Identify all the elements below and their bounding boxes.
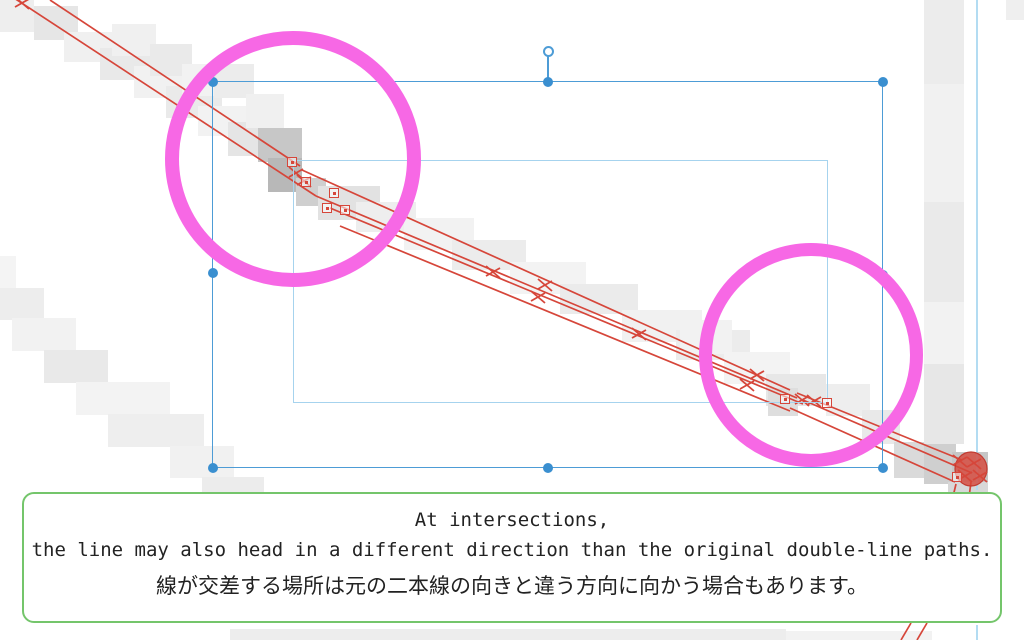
pixel-block bbox=[0, 256, 16, 290]
intersection-x-mark bbox=[485, 267, 501, 277]
pixel-block bbox=[786, 631, 932, 640]
pixel-block bbox=[44, 350, 108, 383]
intersection-x-mark bbox=[966, 458, 982, 468]
rotation-handle-stem bbox=[547, 56, 549, 82]
pixel-block bbox=[924, 0, 964, 84]
pixel-block bbox=[230, 629, 786, 640]
pixel-block bbox=[1006, 0, 1024, 20]
selection-handle[interactable] bbox=[208, 268, 218, 278]
caption-line-en-2: the line may also head in a different di… bbox=[31, 539, 993, 561]
intersection-x-mark bbox=[972, 471, 988, 481]
pixel-block bbox=[894, 442, 928, 478]
pixel-block bbox=[924, 302, 964, 364]
rotation-handle[interactable] bbox=[542, 45, 554, 57]
intersection-x-mark bbox=[530, 292, 546, 302]
pixel-block bbox=[924, 202, 964, 302]
red-path-line[interactable] bbox=[916, 622, 928, 640]
selection-handle[interactable] bbox=[878, 77, 888, 87]
selection-handle[interactable] bbox=[208, 463, 218, 473]
pixel-block bbox=[112, 24, 156, 56]
pixel-block bbox=[924, 84, 964, 202]
intersection-x-mark bbox=[14, 0, 30, 8]
selection-handle[interactable] bbox=[543, 463, 553, 473]
anchor-dot bbox=[955, 475, 959, 479]
selection-handle[interactable] bbox=[543, 77, 553, 87]
caption-line-en-1: At intersections, bbox=[414, 509, 610, 531]
anchor-point[interactable] bbox=[952, 472, 962, 482]
pixel-block bbox=[170, 446, 234, 478]
pixel-block bbox=[76, 382, 170, 415]
pixel-block bbox=[108, 414, 204, 447]
caption-line-ja: 線が交差する場所は元の二本線の向きと違う方向に向かう場合もあります。 bbox=[156, 575, 868, 598]
red-path-line[interactable] bbox=[900, 622, 912, 640]
vertical-guide-line bbox=[976, 0, 978, 490]
highlight-circle-left bbox=[165, 31, 421, 287]
intersection-x-mark bbox=[17, 0, 30, 10]
intersection-x-mark bbox=[631, 329, 647, 339]
selection-handle[interactable] bbox=[878, 463, 888, 473]
caption-box: At intersections, the line may also head… bbox=[22, 492, 1002, 623]
intersection-x-mark bbox=[537, 280, 553, 290]
pixel-block bbox=[924, 364, 964, 444]
pixel-block bbox=[202, 477, 264, 492]
intersection-x-mark bbox=[952, 456, 968, 466]
pixel-block bbox=[12, 318, 76, 351]
pixel-block bbox=[0, 288, 44, 320]
vertical-guide-line-stub bbox=[976, 625, 978, 640]
highlight-circle-right bbox=[699, 243, 923, 467]
